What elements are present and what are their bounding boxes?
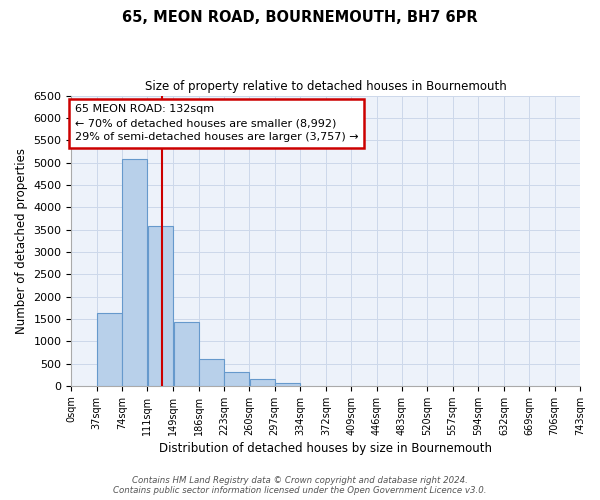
Bar: [173, 322, 199, 386]
Bar: [148, 226, 173, 386]
Bar: [224, 372, 249, 386]
X-axis label: Distribution of detached houses by size in Bournemouth: Distribution of detached houses by size …: [159, 442, 492, 455]
Y-axis label: Number of detached properties: Number of detached properties: [15, 148, 28, 334]
Text: 65 MEON ROAD: 132sqm
← 70% of detached houses are smaller (8,992)
29% of semi-de: 65 MEON ROAD: 132sqm ← 70% of detached h…: [75, 104, 358, 142]
Title: Size of property relative to detached houses in Bournemouth: Size of property relative to detached ho…: [145, 80, 506, 93]
Bar: [275, 383, 300, 386]
Bar: [97, 313, 122, 386]
Text: 65, MEON ROAD, BOURNEMOUTH, BH7 6PR: 65, MEON ROAD, BOURNEMOUTH, BH7 6PR: [122, 10, 478, 25]
Text: Contains HM Land Registry data © Crown copyright and database right 2024.
Contai: Contains HM Land Registry data © Crown c…: [113, 476, 487, 495]
Bar: [122, 160, 147, 386]
Bar: [250, 379, 275, 386]
Bar: [199, 358, 224, 386]
